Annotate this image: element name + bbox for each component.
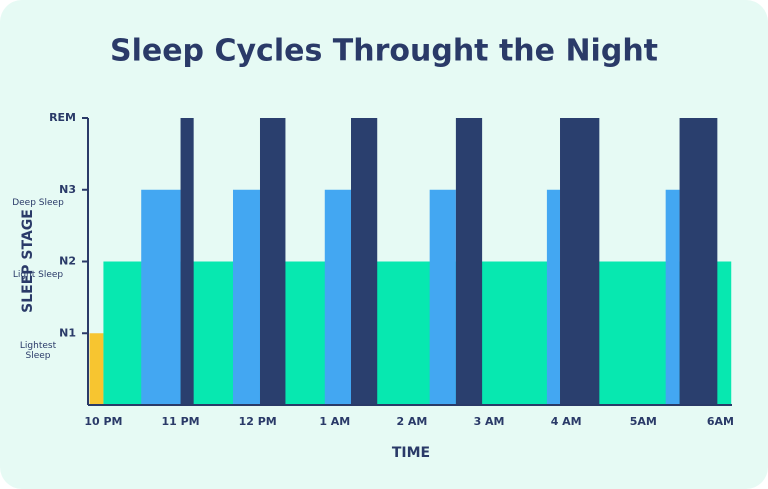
segment	[103, 261, 732, 405]
y-axis-label: SLEEP STAGE	[20, 209, 36, 313]
segment	[141, 189, 181, 405]
chart-title: Sleep Cycles Throught the Night	[110, 34, 658, 69]
x-tick-label: 12 PM	[239, 415, 277, 428]
segment	[665, 189, 680, 405]
x-tick-label: 1 AM	[319, 415, 350, 428]
x-tick-label: 6AM	[707, 415, 734, 428]
segment	[560, 118, 600, 405]
y-tick-label: N3	[59, 183, 76, 196]
y-tick-sublabel: Lightest Sleep	[19, 341, 57, 362]
segment	[89, 333, 104, 405]
x-tick-label: 10 PM	[84, 415, 122, 428]
y-tick-sublabel: Light Sleep	[12, 269, 64, 280]
x-tick-label: 3 AM	[474, 415, 505, 428]
y-tick-sublabel: Deep Sleep	[12, 197, 64, 208]
x-axis-label: TIME	[392, 445, 430, 461]
segment	[259, 118, 286, 405]
x-tick-label: 4 AM	[551, 415, 582, 428]
segment	[180, 118, 194, 405]
segment	[455, 118, 483, 405]
x-tick-label: 2 AM	[396, 415, 427, 428]
y-tick-label: N1	[59, 326, 76, 339]
segment	[546, 189, 561, 405]
x-tick-label: 11 PM	[161, 415, 199, 428]
segment	[232, 189, 260, 405]
segment	[324, 189, 351, 405]
segment	[679, 118, 718, 405]
segment	[350, 118, 378, 405]
y-tick-label: REM	[49, 111, 76, 124]
segment	[429, 189, 456, 405]
y-tick-label: N2	[59, 255, 76, 268]
x-tick-label: 5AM	[630, 415, 657, 428]
